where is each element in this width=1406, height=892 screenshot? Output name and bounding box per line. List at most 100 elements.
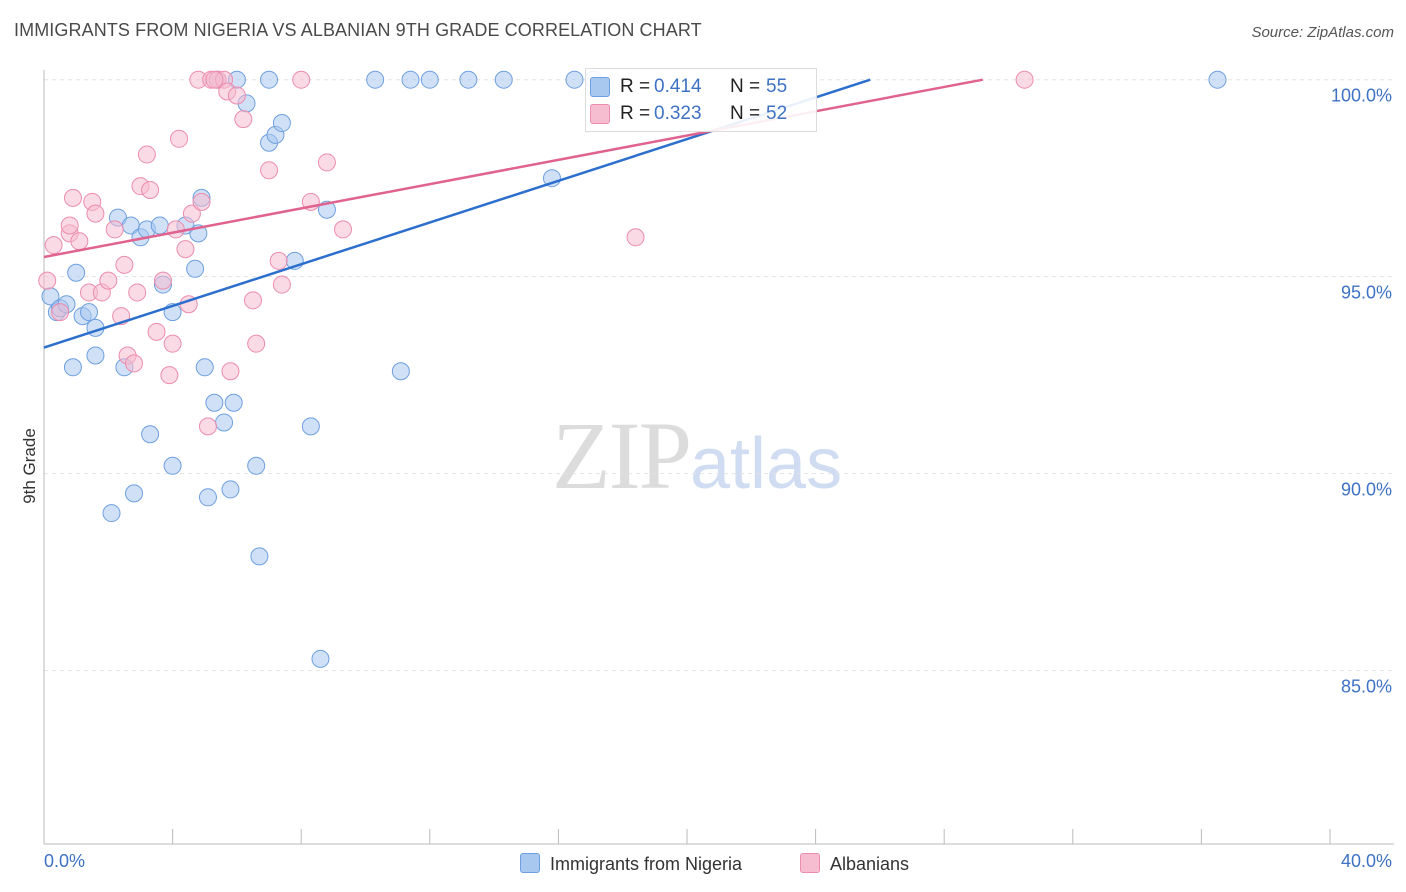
- albanians-point: [221, 362, 240, 381]
- legend-r-label: R =: [620, 103, 651, 124]
- y-tick-label-95: 95.0%: [1340, 282, 1392, 303]
- legend-n-label: N =: [730, 103, 761, 124]
- nigeria-point: [301, 417, 320, 436]
- nigeria-point: [420, 70, 439, 89]
- albanians-point: [234, 110, 253, 129]
- albanians-point: [227, 86, 246, 105]
- albanians-point: [105, 220, 124, 239]
- source-credit: Source: ZipAtlas.com: [1251, 24, 1394, 41]
- bottom-legend-label-albanians: Albanians: [830, 854, 910, 874]
- albanians-point: [63, 188, 82, 207]
- albanians-point: [626, 228, 645, 247]
- y-axis-label: 9th Grade: [20, 428, 39, 504]
- bottom-legend-swatch-nigeria: [520, 853, 540, 873]
- albanians-point: [38, 271, 57, 290]
- x-axis-ticks: [43, 829, 1331, 844]
- nigeria-point: [205, 393, 224, 412]
- albanians-point: [153, 271, 172, 290]
- legend-row-albanians: R = 0.323 N = 52: [586, 99, 816, 127]
- nigeria-point: [86, 346, 105, 365]
- albanians-point: [292, 70, 311, 89]
- legend-n-value: 55: [766, 76, 788, 97]
- nigeria-point: [391, 362, 410, 381]
- albanians-point: [192, 192, 211, 211]
- albanians-point: [176, 240, 195, 259]
- legend-swatch-nigeria: [590, 77, 610, 97]
- nigeria-point: [198, 488, 217, 507]
- albanians-point: [125, 354, 144, 373]
- x-tick-label-max: 40.0%: [1340, 851, 1392, 871]
- legend-r-value: 0.414: [654, 76, 702, 97]
- albanians-point: [44, 236, 63, 255]
- nigeria-point: [63, 358, 82, 377]
- nigeria-point: [247, 456, 266, 475]
- albanians-point: [70, 232, 89, 251]
- albanians-point: [333, 220, 352, 239]
- albanians-point: [166, 220, 185, 239]
- albanians-point: [243, 291, 262, 310]
- albanians-point: [128, 283, 147, 302]
- legend-n-label: N =: [730, 76, 761, 97]
- bottom-legend-label-nigeria: Immigrants from Nigeria: [550, 854, 743, 874]
- nigeria-point: [250, 547, 269, 566]
- y-tick-label-100: 100.0%: [1330, 85, 1392, 106]
- gridlines: [44, 79, 1394, 672]
- albanians-point: [1015, 70, 1034, 89]
- nigeria-point: [260, 70, 279, 89]
- nigeria-point: [150, 216, 169, 235]
- watermark-zip: ZIP: [552, 402, 692, 509]
- axes: [43, 70, 1394, 845]
- nigeria-point: [224, 393, 243, 412]
- nigeria-point: [125, 484, 144, 503]
- chart-title: IMMIGRANTS FROM NIGERIA VS ALBANIAN 9TH …: [14, 20, 702, 40]
- nigeria-point: [272, 114, 291, 133]
- nigeria-point: [494, 70, 513, 89]
- albanians-point: [247, 334, 266, 353]
- albanians-point: [198, 417, 217, 436]
- nigeria-point: [215, 413, 234, 432]
- albanians-point: [170, 129, 189, 148]
- zipatlas-watermark: ZIPatlas: [552, 400, 842, 511]
- nigeria-point: [102, 504, 121, 523]
- nigeria-point: [80, 303, 99, 322]
- nigeria-point: [141, 425, 160, 444]
- nigeria-point: [366, 70, 385, 89]
- y-tick-label-85: 85.0%: [1340, 676, 1392, 697]
- albanians-point: [260, 161, 279, 180]
- nigeria-point: [1208, 70, 1227, 89]
- legend-row-nigeria: R = 0.414 N = 55: [586, 72, 816, 100]
- data-points: [38, 70, 1227, 668]
- legend-n-value: 52: [766, 103, 788, 124]
- nigeria-point: [401, 70, 420, 89]
- albanians-point: [272, 275, 291, 294]
- nigeria-point: [221, 480, 240, 499]
- legend-r-label: R =: [620, 76, 651, 97]
- nigeria-point: [67, 263, 86, 282]
- bottom-legend-albanians: Albanians: [800, 853, 909, 875]
- albanians-point: [269, 251, 288, 270]
- nigeria-point: [186, 259, 205, 278]
- albanians-point: [182, 204, 201, 223]
- x-tick-label-min: 0.0%: [44, 851, 86, 871]
- albanians-point: [205, 70, 224, 89]
- albanians-point: [51, 303, 70, 322]
- nigeria-point: [311, 649, 330, 668]
- albanians-point: [147, 322, 166, 341]
- nigeria-point: [195, 358, 214, 377]
- nigeria-point: [459, 70, 478, 89]
- albanians-trend-line: [43, 78, 984, 259]
- albanians-point: [163, 334, 182, 353]
- nigeria-point: [163, 456, 182, 475]
- bottom-legend-nigeria: Immigrants from Nigeria: [520, 853, 742, 875]
- albanians-point: [99, 271, 118, 290]
- albanians-point: [115, 255, 134, 274]
- correlation-legend: R = 0.414 N = 55 R = 0.323 N = 52: [585, 68, 817, 132]
- y-tick-label-90: 90.0%: [1340, 479, 1392, 500]
- albanians-point: [160, 366, 179, 385]
- albanians-point: [60, 216, 79, 235]
- watermark-atlas: atlas: [690, 424, 843, 504]
- albanians-point: [86, 204, 105, 223]
- legend-swatch-albanians: [590, 104, 610, 124]
- albanians-point: [141, 181, 160, 200]
